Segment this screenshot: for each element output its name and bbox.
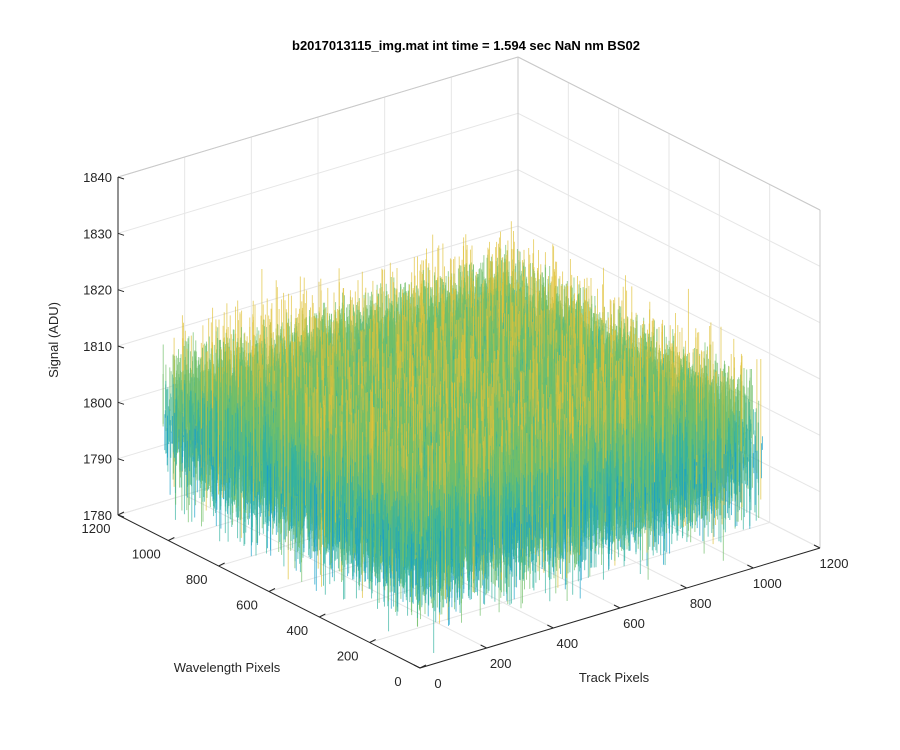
z-back-gridline: [117, 112, 519, 234]
y-floor-gridline: [369, 522, 770, 643]
box-edge: [517, 56, 821, 211]
z-back-gridline: [117, 169, 519, 291]
surface-layer: [162, 221, 763, 653]
box-edge: [117, 56, 519, 178]
z-side-gridline: [517, 169, 821, 324]
z-back-gridline: [117, 225, 519, 347]
z-side-gridline: [517, 225, 821, 380]
z-side-gridline: [517, 112, 821, 267]
